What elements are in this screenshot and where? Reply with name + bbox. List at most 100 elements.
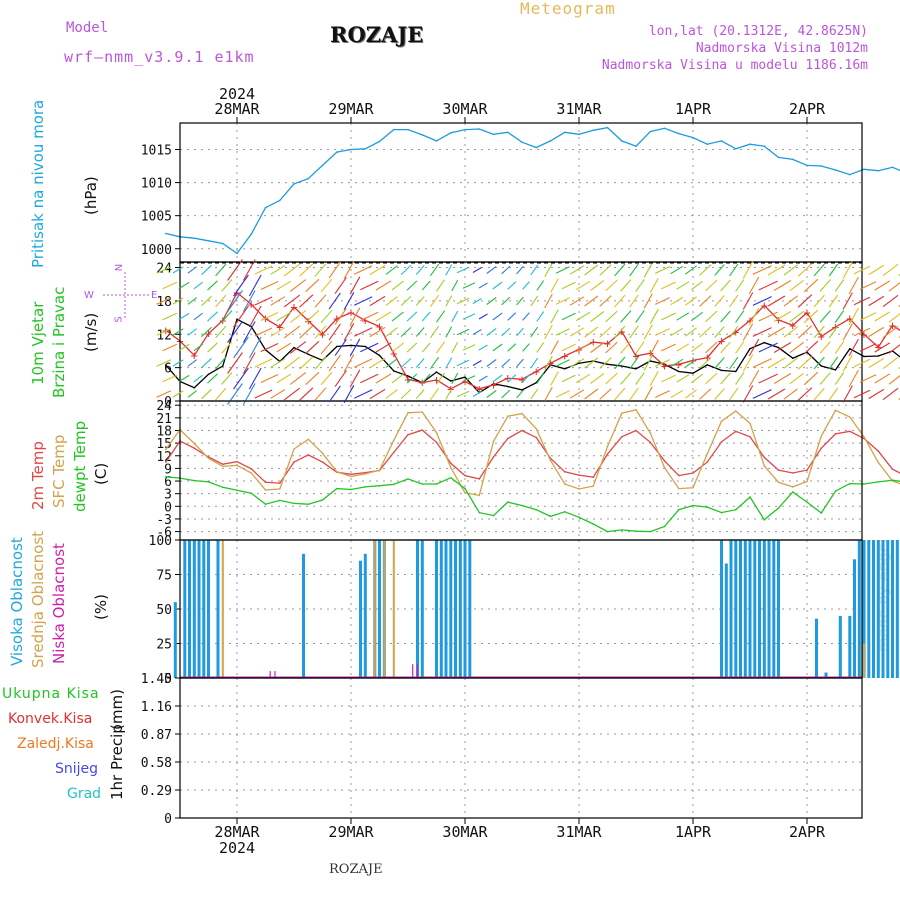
cloud-bar bbox=[383, 540, 386, 678]
cloud-bar bbox=[420, 540, 424, 678]
data-point bbox=[264, 206, 267, 209]
wind-arrow bbox=[215, 294, 227, 308]
wind-arrow bbox=[569, 358, 585, 368]
cloud-bar bbox=[857, 540, 861, 678]
wind-arrow bbox=[729, 356, 739, 370]
wind-arrow bbox=[320, 340, 333, 355]
wind-arrow bbox=[767, 326, 786, 338]
wind-arrow bbox=[569, 296, 585, 306]
wind-arrow bbox=[691, 280, 703, 291]
gust-marker: + bbox=[333, 312, 340, 326]
data-point bbox=[478, 511, 481, 514]
wind-arrow bbox=[445, 264, 453, 276]
data-point bbox=[663, 460, 666, 462]
y-tick-label: 1005 bbox=[141, 210, 172, 225]
data-point bbox=[820, 165, 823, 167]
cloud-bar bbox=[777, 540, 780, 678]
wind-arrow bbox=[201, 357, 212, 369]
data-point bbox=[193, 447, 196, 450]
data-point bbox=[279, 488, 281, 490]
data-point bbox=[578, 474, 580, 476]
wind-arrow bbox=[162, 343, 178, 352]
wind-arrow bbox=[162, 312, 178, 321]
wind-arrow bbox=[178, 281, 190, 290]
wind-arrow bbox=[328, 261, 341, 279]
wind-arrow bbox=[670, 327, 684, 337]
wind-arrow bbox=[729, 387, 739, 401]
compass-w: W bbox=[84, 290, 94, 301]
data-point bbox=[720, 140, 723, 142]
wind-arrow bbox=[299, 387, 314, 401]
wind-arrow bbox=[221, 310, 233, 323]
data-point bbox=[236, 489, 238, 492]
wind-arrow bbox=[661, 281, 676, 290]
data-point bbox=[735, 148, 737, 150]
wind-arrow bbox=[670, 265, 684, 275]
data-point bbox=[535, 146, 538, 149]
data-point bbox=[777, 481, 780, 484]
wind-arrow bbox=[415, 265, 425, 275]
data-point bbox=[165, 364, 167, 366]
wind-arrow bbox=[522, 281, 530, 290]
data-point bbox=[834, 409, 837, 412]
data-point bbox=[592, 485, 595, 487]
wind-arrow bbox=[590, 373, 605, 384]
wind-arrow bbox=[156, 266, 172, 274]
wind-arrow bbox=[314, 263, 327, 277]
wind-arrow bbox=[584, 357, 599, 369]
wind-arrow bbox=[797, 356, 813, 370]
data-point bbox=[321, 452, 324, 455]
y-tick-label: 1010 bbox=[141, 177, 172, 192]
wind-arrow bbox=[789, 310, 804, 323]
wind-arrow bbox=[699, 295, 712, 307]
data-point bbox=[279, 499, 281, 502]
wind-arrow bbox=[289, 341, 307, 354]
wind-arrow bbox=[201, 295, 212, 307]
wind-arrow bbox=[227, 290, 243, 312]
wind-arrow bbox=[354, 265, 373, 275]
wind-arrow bbox=[248, 274, 262, 297]
wind-arrow bbox=[797, 263, 813, 277]
wind-arrow bbox=[385, 358, 398, 368]
wind-arrow bbox=[550, 278, 559, 293]
wind-arrow bbox=[289, 310, 307, 323]
data-point bbox=[307, 503, 310, 506]
wind-arrow bbox=[421, 342, 431, 353]
wind-arrow bbox=[605, 341, 618, 354]
wind-arrow bbox=[201, 388, 212, 400]
gust-marker: + bbox=[718, 334, 725, 348]
wind-arrow bbox=[172, 328, 184, 336]
data-point bbox=[435, 140, 438, 142]
wind-arrow bbox=[314, 356, 327, 370]
date-tick-bottom: 1APR bbox=[675, 823, 712, 841]
gust-marker: + bbox=[290, 300, 297, 314]
date-tick-bottom: 2APR bbox=[789, 823, 826, 841]
data-point bbox=[521, 504, 523, 507]
wind-arrow bbox=[691, 311, 703, 322]
data-point bbox=[450, 476, 452, 479]
wind-arrow bbox=[874, 311, 891, 322]
wind-arrow bbox=[270, 358, 286, 368]
y-tick-label: 24 bbox=[156, 399, 172, 414]
wind-arrow bbox=[555, 390, 570, 398]
wind-arrow bbox=[522, 312, 530, 321]
gust-marker: + bbox=[889, 318, 896, 332]
gust-marker: + bbox=[476, 382, 483, 396]
wind-arrow bbox=[584, 326, 599, 338]
wind-arrow bbox=[314, 294, 327, 308]
wind-arrow bbox=[260, 374, 279, 383]
wind-arrow bbox=[550, 309, 559, 324]
wind-arrow bbox=[162, 281, 178, 290]
gust-marker: + bbox=[604, 337, 611, 351]
wind-arrow bbox=[834, 310, 845, 323]
data-point bbox=[877, 481, 880, 483]
gust-marker: + bbox=[533, 365, 540, 379]
panel-pressure: 1000 1005 1010 1015 bbox=[141, 122, 900, 263]
wind-arrow bbox=[813, 325, 825, 339]
wind-arrow bbox=[590, 311, 605, 322]
wind-arrow bbox=[729, 263, 739, 277]
wind-arrow bbox=[773, 311, 792, 322]
data-point bbox=[877, 169, 880, 172]
cloud-bar bbox=[412, 664, 414, 678]
